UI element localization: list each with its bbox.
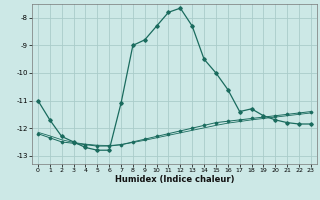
X-axis label: Humidex (Indice chaleur): Humidex (Indice chaleur) (115, 175, 234, 184)
